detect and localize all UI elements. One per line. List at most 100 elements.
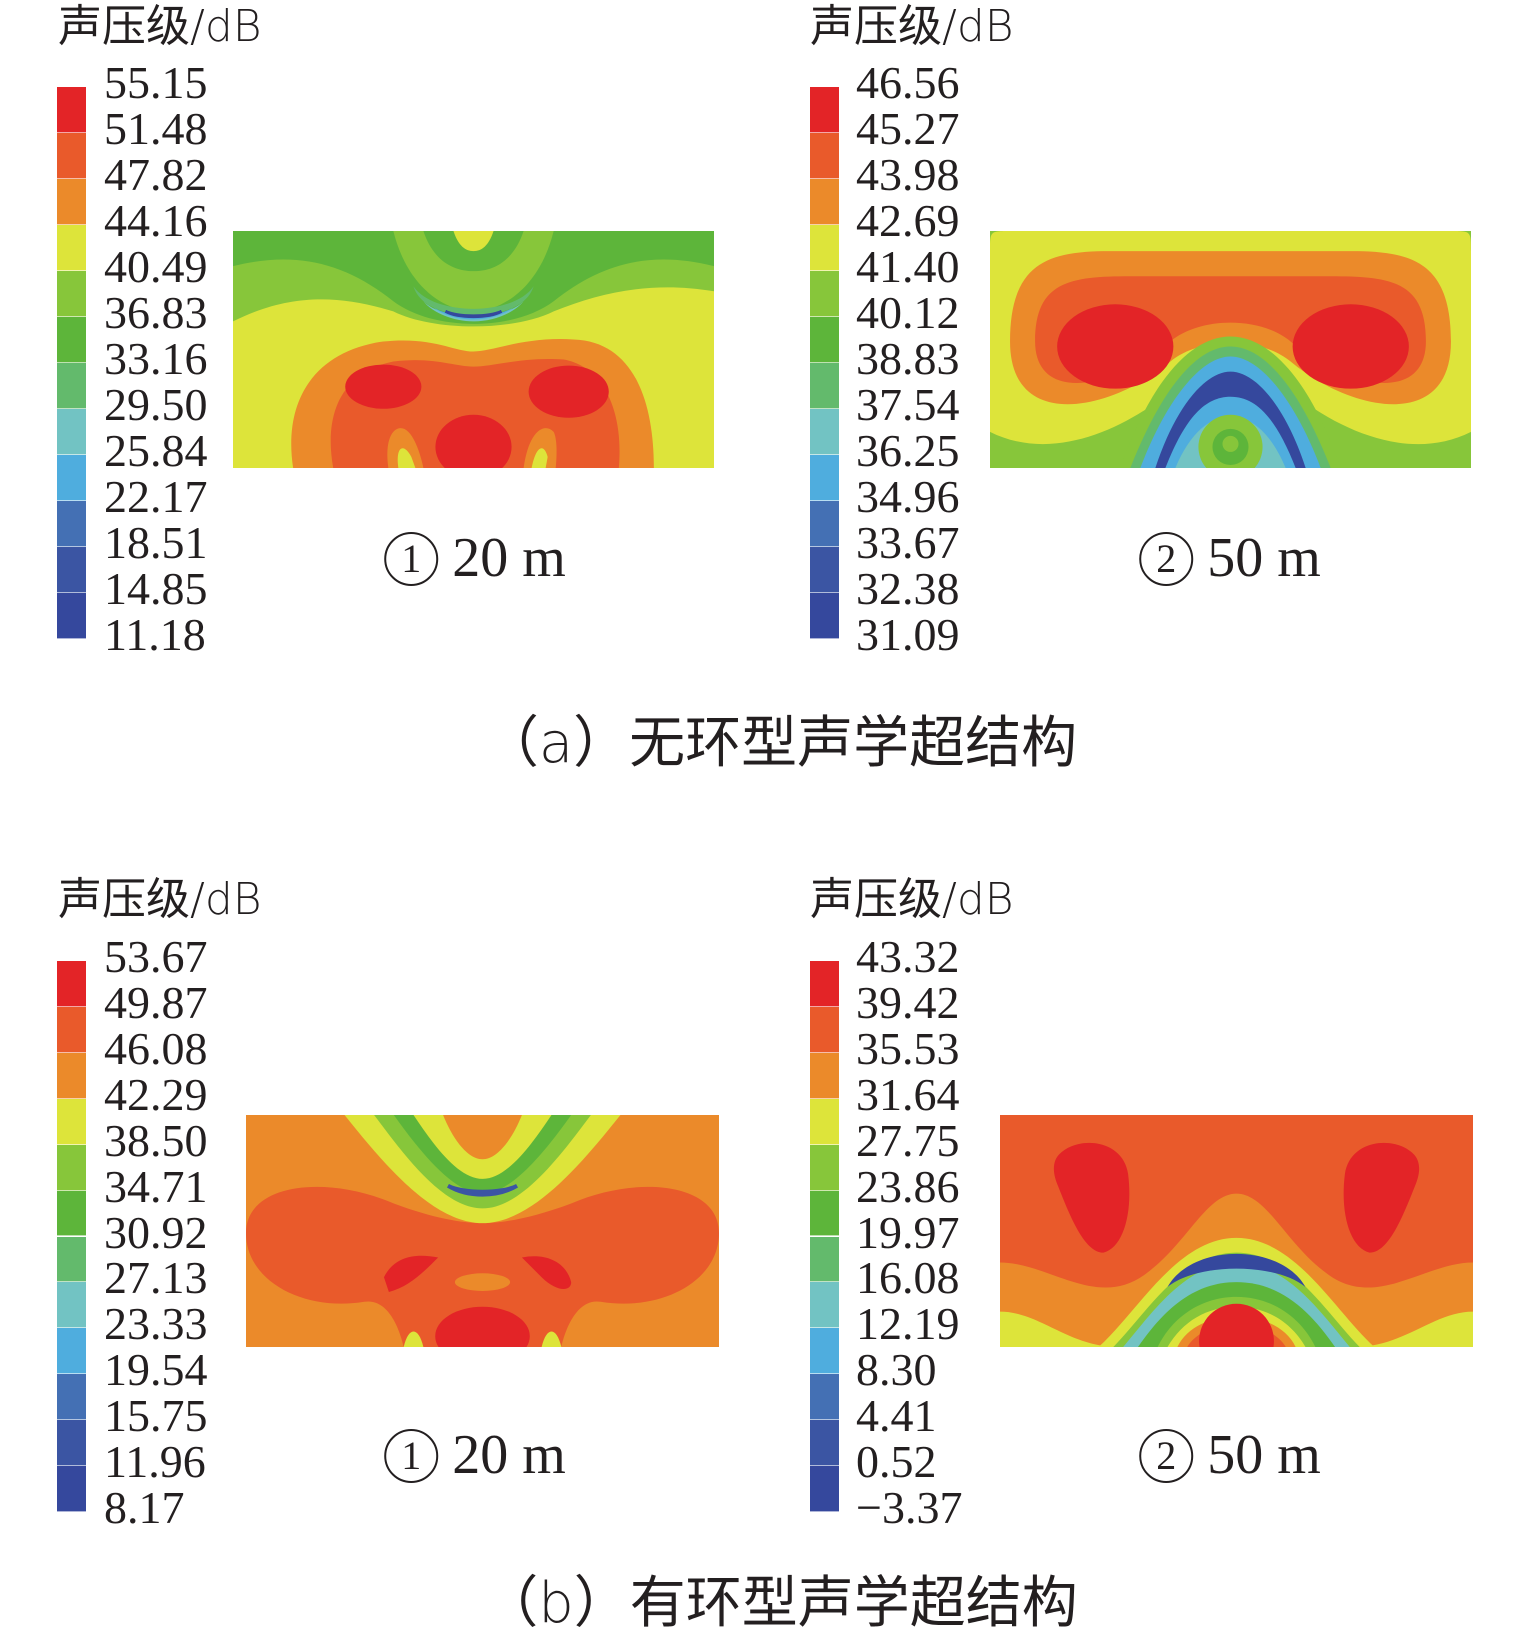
colorbar-b2	[810, 961, 839, 1512]
colorbar-tick-label: 19.54	[104, 1344, 208, 1396]
colorbar-tick-label: 41.40	[856, 241, 960, 292]
colorbar-tick-label: 30.92	[104, 1206, 208, 1258]
colorbar-segment	[810, 87, 839, 133]
colorbar-segment	[810, 1282, 839, 1329]
colorbar-segment	[810, 363, 839, 409]
colorbar-segment	[57, 501, 86, 547]
colorbar-tick-label: 23.33	[104, 1298, 208, 1350]
colorbar-tick-label: 14.85	[104, 563, 208, 614]
colorbar-segment	[810, 409, 839, 455]
colorbar-tick-label: 51.48	[104, 103, 208, 154]
colorbar-segment	[810, 1098, 839, 1145]
colorbar-segment	[810, 1144, 839, 1191]
colorbar-segment	[810, 1052, 839, 1099]
unit-label-a1: 声压级/dB	[58, 1, 262, 52]
panel-label-a2: 2 50 m	[1139, 528, 1321, 590]
colorbar-a2	[810, 87, 839, 639]
colorbar-tick-label: 8.17	[104, 1482, 185, 1533]
colorbar-tick-label: 39.42	[856, 976, 960, 1028]
colorbar-tick-label: 33.16	[104, 333, 208, 384]
unit-label-b1: 声压级/dB	[58, 874, 262, 925]
colorbar-tick-label: 23.86	[856, 1160, 960, 1212]
colorbar-tick-label: 34.96	[856, 471, 960, 522]
colorbar-tick-label: 55.15	[104, 57, 208, 108]
contour-map-a2	[990, 231, 1471, 468]
colorbar-tick-label: 40.49	[104, 241, 208, 292]
colorbar-segment	[810, 179, 839, 225]
colorbar-tick-label: 31.64	[856, 1068, 960, 1120]
colorbar-segment	[57, 317, 86, 363]
colorbar-tick-label: 46.56	[856, 57, 960, 108]
distance-label: 50 m	[1207, 1424, 1321, 1486]
colorbar-tick-label: 32.38	[856, 563, 960, 614]
colorbar-tick-label: 49.87	[104, 976, 208, 1028]
colorbar-segment	[57, 1420, 86, 1467]
colorbar-segment	[810, 1374, 839, 1421]
caption-a: （a）无环型声学超结构	[482, 711, 1078, 776]
colorbar-b1	[57, 961, 86, 1512]
colorbar-segment	[57, 961, 86, 1007]
colorbar-segment	[57, 179, 86, 225]
circled-number: 1	[384, 532, 439, 587]
colorbar-tick-label: 4.41	[856, 1390, 937, 1442]
circled-number: 2	[1139, 1429, 1194, 1484]
colorbar-tick-label: −3.37	[856, 1482, 963, 1533]
colorbar-tick-label: 37.54	[856, 379, 960, 430]
colorbar-segment	[57, 1052, 86, 1099]
colorbar-segment	[57, 1328, 86, 1375]
colorbar-segment	[810, 271, 839, 317]
distance-label: 50 m	[1207, 527, 1321, 589]
colorbar-segment	[57, 1006, 86, 1053]
colorbar-tick-label: 47.82	[104, 149, 208, 200]
colorbar-tick-label: 36.83	[104, 287, 208, 338]
colorbar-segment	[810, 1420, 839, 1467]
colorbar-tick-label: 0.52	[856, 1436, 937, 1488]
contour-map-b2	[1000, 1115, 1473, 1347]
distance-label: 20 m	[452, 1424, 566, 1486]
colorbar-tick-label: 12.19	[856, 1298, 960, 1350]
colorbar-segment	[810, 225, 839, 271]
colorbar-tick-label: 42.69	[856, 195, 960, 246]
colorbar-segment	[57, 409, 86, 455]
caption-b: （b）有环型声学超结构	[482, 1571, 1078, 1636]
colorbar-tick-label: 27.13	[104, 1252, 208, 1304]
colorbar-segment	[57, 1190, 86, 1237]
colorbar-segment	[57, 1282, 86, 1329]
colorbar-tick-label: 43.32	[856, 931, 960, 982]
colorbar-segment	[57, 87, 86, 133]
colorbar-tick-label: 25.84	[104, 425, 208, 476]
colorbar-segment	[810, 547, 839, 593]
colorbar-tick-label: 11.96	[104, 1436, 206, 1488]
colorbar-tick-label: 29.50	[104, 379, 208, 430]
colorbar-tick-label: 43.98	[856, 149, 960, 200]
colorbar-segment	[810, 593, 839, 639]
colorbar-segment	[810, 455, 839, 501]
colorbar-segment	[57, 225, 86, 271]
contour-map-b1	[246, 1115, 719, 1347]
colorbar-tick-label: 19.97	[856, 1206, 960, 1258]
colorbar-segment	[810, 1466, 839, 1512]
colorbar-segment	[57, 1374, 86, 1421]
panel-label-b1: 1 20 m	[384, 1425, 566, 1487]
colorbar-tick-label: 40.12	[856, 287, 960, 338]
colorbar-segment	[57, 1144, 86, 1191]
colorbar-segment	[57, 593, 86, 639]
panel-label-a1: 1 20 m	[384, 528, 566, 590]
colorbar-tick-label: 42.29	[104, 1068, 208, 1120]
colorbar-tick-label: 33.67	[856, 517, 960, 568]
colorbar-tick-label: 22.17	[104, 471, 208, 522]
unit-label-b2: 声压级/dB	[810, 874, 1014, 925]
colorbar-segment	[810, 1328, 839, 1375]
panel-label-b2: 2 50 m	[1139, 1425, 1321, 1487]
colorbar-segment	[810, 961, 839, 1007]
colorbar-tick-label: 34.71	[104, 1160, 208, 1212]
colorbar-tick-label: 11.18	[104, 609, 206, 660]
colorbar-segment	[810, 1006, 839, 1053]
distance-label: 20 m	[452, 527, 566, 589]
contour-map-a1	[233, 231, 714, 468]
colorbar-segment	[810, 133, 839, 179]
colorbar-segment	[810, 317, 839, 363]
colorbar-segment	[57, 133, 86, 179]
colorbar-segment	[57, 547, 86, 593]
colorbar-segment	[57, 1466, 86, 1512]
